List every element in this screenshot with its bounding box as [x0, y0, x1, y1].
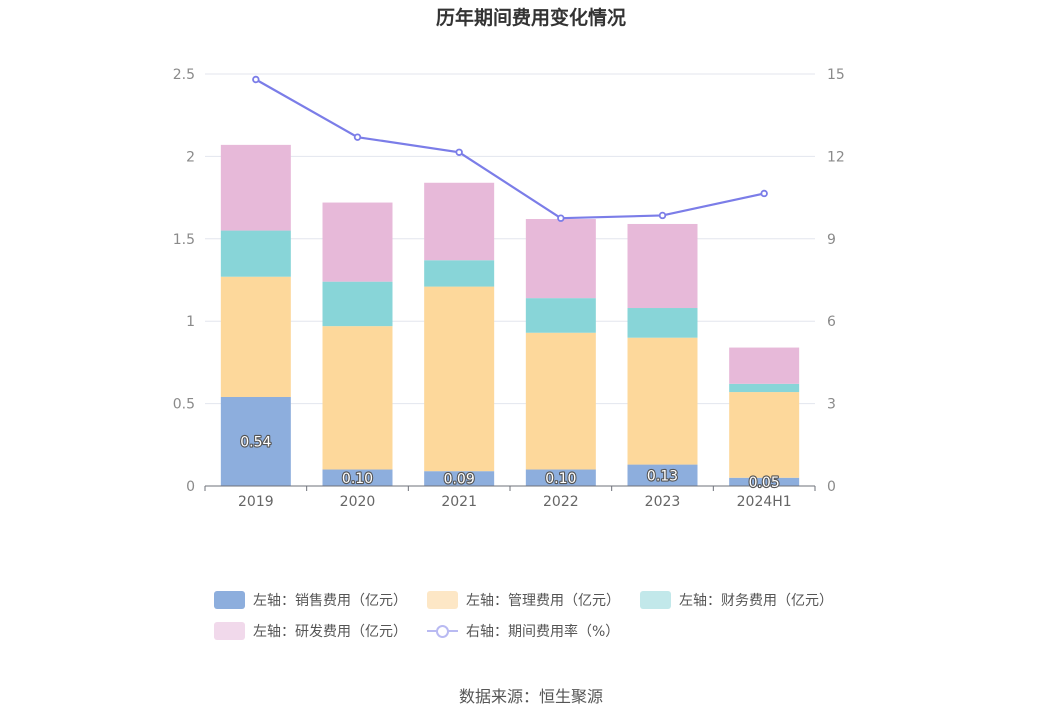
legend-label-admin: 左轴：管理费用（亿元） [466, 593, 620, 609]
bar-finance-2023 [627, 308, 698, 338]
x-tick-label: 2024H1 [737, 494, 792, 510]
right-tick-label: 0 [827, 479, 836, 495]
legend-item-sales[interactable]: 左轴：销售费用（亿元） [214, 590, 407, 610]
bars [220, 144, 800, 486]
bar-admin-2019 [220, 276, 291, 398]
bar-rnd-2024H1 [729, 347, 800, 384]
left-tick-label: 0.5 [173, 397, 195, 413]
bar-sales-2024H1 [729, 477, 800, 486]
legend-label-sales: 左轴：销售费用（亿元） [253, 593, 407, 609]
bar-sales-2022 [525, 469, 596, 486]
bar-rnd-2023 [627, 223, 698, 309]
bar-sales-2023 [627, 464, 698, 486]
right-tick-label: 9 [827, 232, 836, 248]
bar-admin-2021 [424, 286, 495, 472]
data-label-2021: 0.09 [444, 472, 475, 488]
rate-point-2024H1 [760, 189, 768, 198]
data-label-2024H1: 0.05 [749, 475, 780, 491]
left-tick-label: 2 [186, 149, 195, 165]
right-tick-label: 15 [827, 67, 845, 83]
bar-admin-2022 [525, 332, 596, 470]
bar-finance-2021 [424, 260, 495, 287]
bar-finance-2019 [220, 230, 291, 277]
bar-rnd-2019 [220, 144, 291, 231]
left-tick-label: 1.5 [173, 232, 195, 248]
legend-rate-dot [436, 625, 449, 638]
right-axis: 0 3 6 9 12 15 [827, 67, 845, 495]
rate-line-path [255, 78, 765, 220]
bar-sales-2021 [424, 471, 495, 486]
legend-swatch-rate [427, 622, 458, 640]
bar-admin-2020 [322, 326, 393, 470]
bar-admin-2023 [627, 337, 698, 465]
x-tick-label: 2020 [340, 494, 376, 510]
x-axis: 2019 2020 2021 2022 2023 2024H1 [204, 485, 816, 510]
left-tick-label: 1 [186, 314, 195, 330]
grid-lines [205, 73, 815, 405]
left-tick-label: 0 [186, 479, 195, 495]
rate-point-2022 [557, 214, 565, 222]
x-tick-label: 2021 [441, 494, 477, 510]
rate-line [252, 75, 768, 222]
right-tick-label: 6 [827, 314, 836, 330]
legend: 左轴：销售费用（亿元） 左轴：管理费用（亿元） 左轴：财务费用（亿元） 左轴：研… [214, 590, 854, 641]
bar-rnd-2021 [424, 182, 495, 261]
data-label-2019: 0.54 [240, 435, 271, 451]
bar-finance-2024H1 [729, 383, 800, 393]
legend-item-rate[interactable]: 右轴：期间费用率（%） [427, 621, 619, 641]
bar-sales-2020 [322, 469, 393, 486]
rate-point-2023 [658, 211, 667, 220]
x-tick-label: 2023 [645, 494, 681, 510]
rate-point-2020 [353, 133, 362, 141]
bar-finance-2022 [525, 298, 596, 333]
data-labels: 0.54 0.10 0.09 0.10 0.13 0.05 [239, 433, 781, 492]
left-axis: 0 0.5 1 1.5 2 2.5 [173, 67, 195, 495]
legend-item-finance[interactable]: 左轴：财务费用（亿元） [640, 590, 833, 610]
legend-item-admin[interactable]: 左轴：管理费用（亿元） [427, 590, 620, 610]
legend-label-rate: 右轴：期间费用率（%） [466, 624, 620, 640]
x-tick-label: 2019 [238, 494, 274, 510]
right-tick-label: 12 [827, 149, 845, 165]
rate-point-2019 [252, 75, 260, 84]
bar-rnd-2020 [322, 202, 393, 282]
bar-sales-2019 [220, 397, 291, 486]
bar-rnd-2022 [525, 219, 596, 299]
legend-swatch-sales [214, 591, 245, 609]
left-tick-label: 2.5 [173, 67, 195, 83]
x-tick-label: 2022 [543, 494, 579, 510]
legend-item-rnd[interactable]: 左轴：研发费用（亿元） [214, 621, 407, 641]
legend-label-rnd: 左轴：研发费用（亿元） [253, 624, 407, 640]
data-label-2020: 0.10 [342, 471, 373, 487]
bar-admin-2024H1 [729, 392, 800, 478]
chart: 历年期间费用变化情况 0 0.5 1 1.5 2 2.5 0 3 6 9 12 15 2019 202… [173, 6, 845, 510]
legend-swatch-admin [427, 591, 458, 609]
chart-title: 历年期间费用变化情况 [436, 6, 626, 29]
data-label-2022: 0.10 [545, 471, 576, 487]
bar-finance-2020 [322, 281, 393, 327]
rate-point-2021 [455, 148, 463, 156]
legend-swatch-rnd [214, 622, 245, 640]
data-source: 数据来源：恒生聚源 [458, 687, 603, 706]
legend-swatch-finance [640, 591, 671, 609]
right-tick-label: 3 [827, 397, 836, 413]
data-label-2023: 0.13 [647, 468, 678, 484]
legend-label-finance: 左轴：财务费用（亿元） [679, 593, 833, 609]
